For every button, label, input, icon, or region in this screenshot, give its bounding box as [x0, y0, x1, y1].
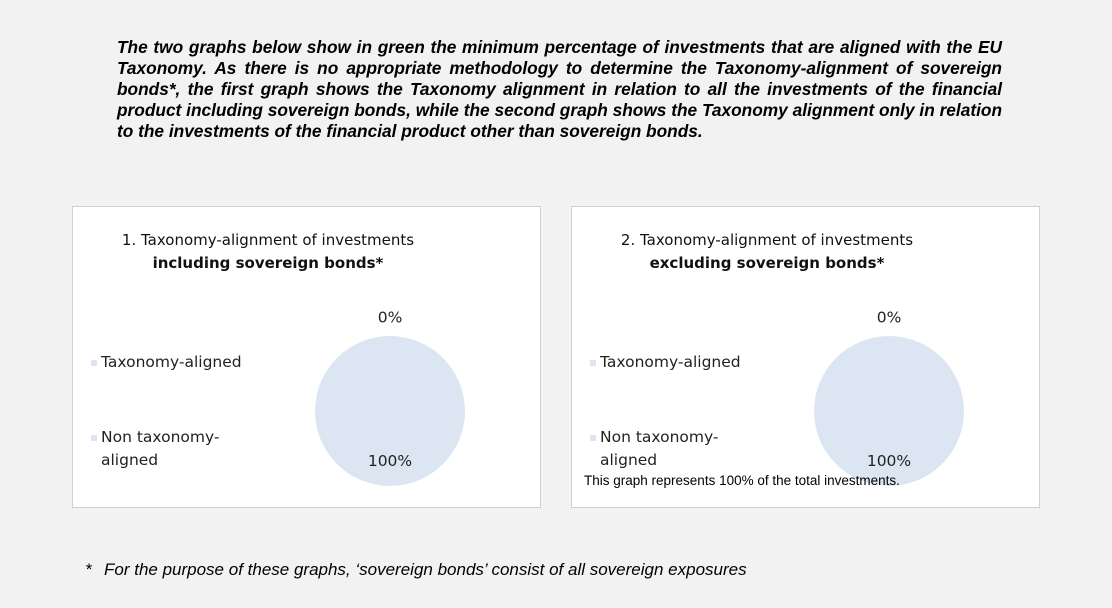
- pie-chart: 0% 100%: [814, 309, 964, 486]
- legend-label: Taxonomy-aligned: [101, 353, 242, 371]
- chart-title: 2. Taxonomy-alignment of investments: [620, 231, 914, 249]
- data-label: 0%: [877, 309, 902, 327]
- legend-entry: Non taxonomy-aligned: [91, 426, 251, 472]
- legend-entry: Taxonomy-aligned: [590, 351, 800, 374]
- data-label: 100%: [867, 452, 911, 470]
- chart-subtitle: excluding sovereign bonds*: [649, 254, 885, 272]
- footnote-text: For the purpose of these graphs, ‘sovere…: [104, 560, 747, 579]
- legend-label: Taxonomy-aligned: [600, 353, 741, 371]
- intro-text: The two graphs below show in green the m…: [117, 37, 1002, 141]
- pie-chart: 0% 100%: [315, 309, 465, 486]
- pie-slice: [814, 336, 964, 486]
- legend-entry: Taxonomy-aligned: [91, 351, 301, 374]
- legend-entry: Non taxonomy-aligned: [590, 426, 750, 472]
- legend-swatch: [91, 360, 97, 366]
- chart-title: 1. Taxonomy-alignment of investments: [121, 231, 415, 249]
- legend-swatch: [590, 435, 596, 441]
- legend-swatch: [590, 360, 596, 366]
- legend-label: Non taxonomy-aligned: [101, 428, 220, 469]
- data-label: 0%: [378, 309, 403, 327]
- footnote-marker: *: [85, 560, 92, 579]
- chart-subtitle: including sovereign bonds*: [152, 254, 384, 272]
- data-label: 100%: [368, 452, 412, 470]
- chart-note: This graph represents 100% of the total …: [584, 473, 900, 488]
- chart-box: 0% 100% 1. Taxonomy-alignment of investmen…: [72, 206, 541, 508]
- legend-swatch: [91, 435, 97, 441]
- legend-label: Non taxonomy-aligned: [600, 428, 719, 469]
- chart-box: 0% 100% 2. Taxonomy-alignment of investmen…: [571, 206, 1040, 508]
- pie-slice: [315, 336, 465, 486]
